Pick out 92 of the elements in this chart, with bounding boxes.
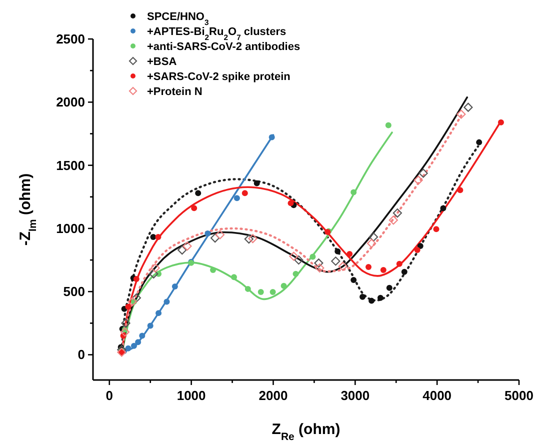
point [120, 327, 130, 337]
y-tick-label: 1000 [56, 220, 85, 236]
point [210, 233, 220, 243]
point [244, 234, 254, 244]
point [288, 200, 294, 206]
point [294, 255, 304, 265]
point [414, 176, 423, 185]
point [149, 269, 158, 278]
point [254, 180, 260, 186]
point [338, 262, 348, 271]
point [388, 216, 398, 225]
point [258, 288, 264, 295]
point [133, 276, 140, 282]
point [182, 242, 192, 251]
point [346, 250, 353, 257]
point [147, 322, 154, 329]
point [215, 230, 225, 240]
point [366, 238, 376, 248]
legend-label: +anti-SARS-CoV-2 antibodies [147, 41, 300, 53]
x-tick-label: 1000 [176, 388, 206, 403]
point [135, 339, 142, 346]
legend-label: SPCE/HNO$_{3}$ [147, 11, 209, 26]
point [417, 243, 424, 249]
point [230, 274, 237, 280]
point [392, 208, 402, 218]
x-tick-label: 4000 [422, 388, 452, 403]
x-tick-label: 0 [106, 388, 113, 403]
point [457, 187, 464, 194]
legend-label: +APTES-Bi$_{2}$Ru$_{2}$O$_{7}$ clusters [147, 26, 286, 42]
point [368, 232, 378, 242]
point [130, 342, 137, 349]
point [156, 310, 162, 316]
point [366, 264, 372, 270]
point [268, 134, 275, 140]
point [350, 189, 357, 196]
point [464, 102, 473, 112]
point [377, 294, 384, 301]
x-tick-label: 3000 [340, 388, 370, 403]
point [155, 234, 162, 240]
point [164, 298, 170, 305]
y-tick-label: 500 [63, 284, 85, 300]
point [385, 122, 392, 128]
legend-label: +BSA [147, 56, 177, 68]
point [125, 304, 132, 310]
point [125, 345, 132, 352]
y-tick-label: 0 [78, 347, 85, 362]
point [150, 263, 160, 273]
point [172, 284, 178, 290]
point [210, 266, 216, 273]
point [310, 254, 316, 260]
x-axis-title: Z$_{Re}$ (ohm) [272, 421, 340, 443]
point [248, 234, 258, 244]
point [414, 247, 420, 254]
legend-label: +Protein N [147, 86, 202, 98]
point [331, 256, 340, 266]
point [334, 248, 341, 254]
point [121, 318, 130, 328]
point [396, 260, 402, 267]
point [244, 286, 251, 292]
point [191, 205, 198, 212]
point [380, 266, 386, 273]
point [314, 258, 324, 268]
point [234, 195, 240, 202]
point [315, 263, 324, 273]
point [456, 110, 466, 119]
point [132, 293, 141, 302]
point [289, 252, 298, 261]
point [440, 205, 446, 212]
y-tick-label: 2000 [56, 94, 85, 110]
point [242, 190, 248, 196]
point [280, 282, 287, 289]
point [204, 230, 211, 236]
point [270, 288, 276, 295]
legend-label: +SARS-CoV-2 spike protein [147, 71, 291, 83]
point [178, 245, 187, 255]
point [292, 270, 299, 277]
y-tick-label: 2500 [56, 32, 85, 46]
point [433, 226, 440, 232]
point [498, 119, 504, 126]
y-tick-label: 1500 [56, 158, 85, 173]
point [368, 298, 375, 304]
point [128, 297, 137, 306]
point [476, 139, 482, 146]
point [195, 190, 202, 196]
point [360, 294, 366, 300]
point [350, 276, 357, 283]
point [139, 332, 146, 339]
point [418, 168, 428, 178]
point [401, 268, 408, 275]
x-tick-label: 2000 [258, 388, 288, 403]
x-tick-label: 5000 [504, 388, 534, 403]
point [386, 284, 392, 291]
